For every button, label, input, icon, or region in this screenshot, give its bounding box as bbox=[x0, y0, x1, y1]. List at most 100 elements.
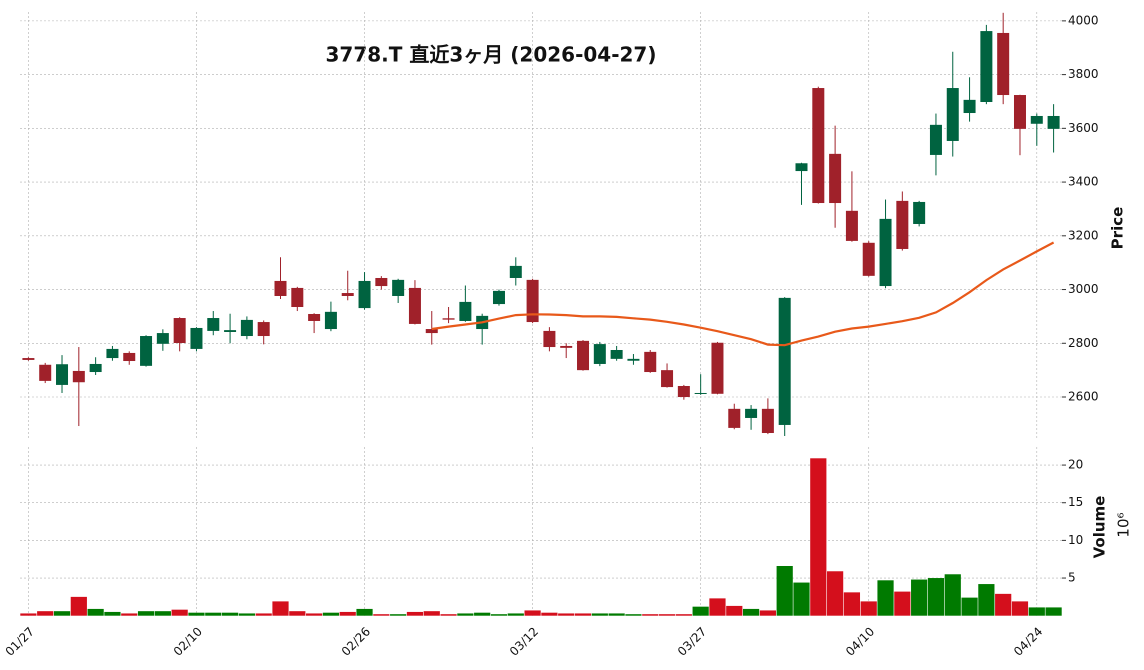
candle-body bbox=[543, 330, 556, 348]
candle-body bbox=[526, 279, 539, 323]
candle-body bbox=[207, 318, 220, 331]
candle-body bbox=[610, 349, 623, 359]
volume-bar bbox=[474, 612, 491, 616]
volume-bar bbox=[1011, 601, 1029, 616]
candle-body bbox=[913, 201, 926, 224]
volume-bar bbox=[188, 612, 205, 616]
candle-body bbox=[694, 392, 707, 394]
candle-body bbox=[375, 277, 388, 287]
candle-body bbox=[812, 88, 825, 204]
x-tick-label: 02/26 bbox=[339, 624, 373, 658]
candle-body bbox=[677, 385, 690, 398]
volume-bar bbox=[322, 612, 340, 616]
volume-bar bbox=[709, 598, 726, 616]
volume-bar bbox=[524, 610, 541, 616]
y-tick-label: 2600 bbox=[1068, 390, 1099, 404]
candle-body bbox=[89, 363, 102, 373]
candle-body bbox=[173, 318, 186, 344]
candle-body bbox=[341, 293, 354, 296]
volume-bar bbox=[726, 605, 743, 616]
candle-body bbox=[324, 311, 337, 330]
candle-body bbox=[845, 210, 858, 241]
volume-bar bbox=[373, 614, 390, 616]
candle-body bbox=[980, 31, 993, 103]
chart-title: 3778.T 直近3ヶ月 (2026-04-27) bbox=[326, 43, 657, 67]
volume-bar bbox=[843, 592, 861, 616]
y-tick-label: 10 bbox=[1068, 533, 1083, 547]
volume-bar bbox=[742, 608, 760, 616]
candle-body bbox=[22, 358, 35, 360]
volume-bar bbox=[978, 584, 995, 616]
volume-bar bbox=[205, 612, 222, 616]
volume-bar bbox=[87, 608, 104, 616]
candle-body bbox=[745, 408, 758, 418]
x-tick-label: 04/24 bbox=[1011, 624, 1045, 658]
volume-bar bbox=[1028, 607, 1045, 616]
y-tick-label: 20 bbox=[1068, 458, 1083, 472]
volume-bar bbox=[927, 578, 945, 616]
candle-body bbox=[1013, 95, 1026, 129]
candle-body bbox=[862, 242, 875, 276]
candle-body bbox=[929, 124, 942, 155]
volume-bar bbox=[574, 613, 592, 616]
candle-body bbox=[392, 279, 405, 296]
volume-bar bbox=[591, 613, 608, 616]
candle-body bbox=[711, 342, 724, 394]
volume-bar bbox=[793, 582, 810, 616]
candle-body bbox=[408, 287, 421, 324]
candle-body bbox=[140, 336, 153, 366]
volume-bar bbox=[121, 613, 138, 616]
candle-body bbox=[829, 153, 842, 204]
candle-body bbox=[778, 297, 791, 425]
volume-bar bbox=[490, 614, 508, 616]
volume-bar bbox=[154, 611, 171, 616]
volume-bar bbox=[911, 579, 928, 616]
volume-bar bbox=[541, 612, 558, 616]
candle-body bbox=[308, 313, 321, 321]
candle-body bbox=[72, 370, 85, 383]
candle-body bbox=[627, 358, 640, 361]
volume-bar bbox=[558, 613, 575, 616]
candle-body bbox=[106, 348, 119, 359]
candle-body bbox=[795, 163, 808, 172]
y-tick-label: 2800 bbox=[1068, 336, 1099, 350]
volume-bar bbox=[961, 597, 978, 616]
y-tick-label: 4000 bbox=[1068, 13, 1099, 27]
candle-body bbox=[661, 370, 674, 388]
y-tick-label: 3000 bbox=[1068, 282, 1099, 296]
volume-bar bbox=[894, 591, 911, 616]
volume-scale-label: 10⁶ bbox=[1115, 512, 1133, 537]
volume-bar bbox=[608, 613, 625, 616]
candle-body bbox=[593, 344, 606, 364]
candle-body bbox=[1030, 115, 1043, 124]
volume-bar bbox=[692, 606, 709, 616]
candle-body bbox=[442, 318, 455, 320]
candle-body bbox=[190, 327, 203, 349]
volume-bar bbox=[255, 613, 272, 616]
volume-bar bbox=[289, 611, 306, 616]
x-tick-label: 03/12 bbox=[507, 624, 541, 658]
candle-body bbox=[425, 329, 438, 334]
volume-bar bbox=[70, 596, 87, 616]
volume-bar bbox=[642, 614, 659, 616]
volume-bar bbox=[457, 613, 474, 616]
volume-bar bbox=[104, 611, 121, 616]
candle-body bbox=[39, 364, 52, 381]
volume-bar bbox=[507, 613, 524, 616]
volume-bar bbox=[625, 614, 642, 616]
y-tick-label: 15 bbox=[1068, 495, 1083, 509]
volume-bar bbox=[423, 611, 440, 616]
volume-bar bbox=[675, 614, 692, 616]
candle-body bbox=[240, 319, 253, 337]
volume-bar bbox=[272, 601, 289, 616]
candle-body bbox=[761, 408, 774, 434]
x-tick-label: 01/27 bbox=[3, 624, 37, 658]
y-tick-label: 3200 bbox=[1068, 228, 1099, 242]
volume-axis-label: Volume bbox=[1091, 496, 1109, 559]
candle-body bbox=[257, 322, 270, 337]
candle-body bbox=[459, 301, 472, 321]
candle-body bbox=[946, 88, 959, 141]
volume-bar bbox=[356, 608, 373, 616]
volume-bar bbox=[53, 611, 71, 616]
